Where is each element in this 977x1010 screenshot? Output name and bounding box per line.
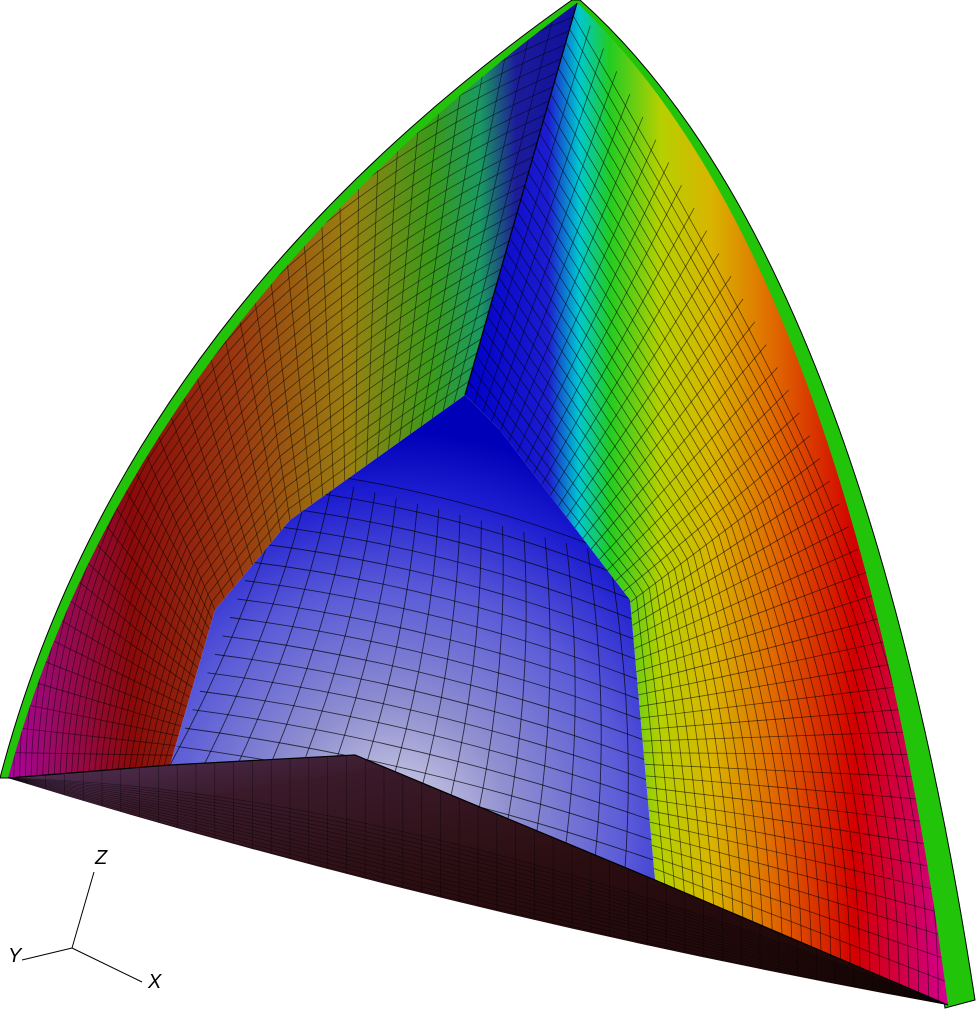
mesh-line <box>554 81 890 981</box>
mesh-line <box>199 475 312 773</box>
mesh-line <box>501 264 754 922</box>
mesh-line <box>152 352 478 767</box>
x-axis-label: X <box>147 971 162 993</box>
mesh-line <box>8 777 948 1005</box>
mesh-line <box>490 303 724 910</box>
mesh-line <box>8 777 948 1005</box>
mesh-line <box>442 520 482 830</box>
mesh-line <box>199 690 649 801</box>
z-axis-line <box>71 871 95 949</box>
mesh-line <box>77 170 530 773</box>
mesh-line <box>8 777 948 1005</box>
mesh-line <box>267 524 635 621</box>
octant-edges <box>7 2 949 1006</box>
mesh-line <box>192 709 651 821</box>
mesh-line <box>502 531 527 845</box>
mesh-line <box>134 310 490 768</box>
mesh-line <box>513 224 783 935</box>
mesh-line <box>117 268 502 770</box>
mesh-line <box>472 368 675 889</box>
mesh-line <box>123 282 498 769</box>
mesh-line <box>129 296 494 769</box>
mesh-line <box>8 777 948 1005</box>
mesh-line <box>587 548 602 866</box>
y-axis-label: Y <box>8 945 23 967</box>
mesh-line <box>528 172 822 951</box>
mesh-line <box>505 251 763 926</box>
mesh-line <box>543 120 861 968</box>
mesh-line <box>531 159 832 956</box>
mesh-line <box>214 653 646 761</box>
mesh-line <box>475 355 685 893</box>
mesh-line <box>100 226 514 771</box>
mesh-line <box>106 240 510 771</box>
mesh-line <box>546 107 871 972</box>
mesh-line <box>8 777 948 1005</box>
mesh-line <box>8 777 948 1005</box>
x-axis-line <box>71 947 143 983</box>
mesh-line <box>516 211 793 939</box>
mesh-line <box>569 28 929 997</box>
mesh-line <box>282 487 632 581</box>
mesh-line <box>94 212 518 772</box>
mesh-line <box>8 777 948 1005</box>
mesh-line <box>412 514 461 823</box>
mesh-line <box>222 635 645 741</box>
mesh-line <box>8 777 948 1005</box>
mesh-line <box>509 237 773 931</box>
z-axis-label: Z <box>94 847 108 869</box>
mesh-line <box>207 672 648 781</box>
mesh-line <box>229 617 643 721</box>
mesh-line <box>59 128 542 774</box>
mesh-line <box>524 185 812 947</box>
mesh-line <box>487 316 714 906</box>
mesh-line <box>65 142 538 774</box>
mesh-line <box>230 481 333 780</box>
mesh-line <box>252 561 638 661</box>
mesh-line <box>146 338 482 767</box>
mesh-line <box>535 146 841 960</box>
mesh-line <box>290 492 376 794</box>
mesh-line <box>260 486 355 787</box>
mesh-line <box>8 777 948 1005</box>
axis-triad <box>21 871 143 983</box>
mesh-line <box>550 94 880 976</box>
mesh-line <box>557 68 900 985</box>
mesh-line <box>158 366 474 766</box>
mesh-line <box>259 543 637 641</box>
mesh-line <box>111 254 506 770</box>
mesh-line <box>563 543 576 859</box>
mesh-line <box>565 41 920 993</box>
mesh-line <box>184 727 653 841</box>
y-axis-line <box>21 947 73 961</box>
mesh-line <box>274 506 634 601</box>
mesh-line <box>494 290 734 914</box>
mesh-line <box>533 537 551 852</box>
mesh-line <box>244 580 640 681</box>
inner-core-mesh <box>170 469 655 880</box>
mesh-line <box>82 184 526 773</box>
mesh-line <box>163 380 470 766</box>
mesh-line <box>8 777 948 1005</box>
mesh-line <box>520 198 802 943</box>
mesh-line <box>140 324 486 768</box>
mesh-line <box>561 55 910 989</box>
mesh-line <box>483 329 705 901</box>
mesh-line <box>472 526 504 837</box>
mesh-line <box>498 277 744 918</box>
mesh-line <box>8 777 948 1005</box>
mesh-line <box>479 342 695 897</box>
mesh-line <box>539 133 851 964</box>
mesh-line <box>8 777 948 1005</box>
mesh-line <box>71 156 534 773</box>
mesh-line <box>88 198 522 772</box>
mesh-line <box>468 381 666 885</box>
mesh-line <box>8 777 948 1005</box>
mesh-line <box>237 598 642 701</box>
